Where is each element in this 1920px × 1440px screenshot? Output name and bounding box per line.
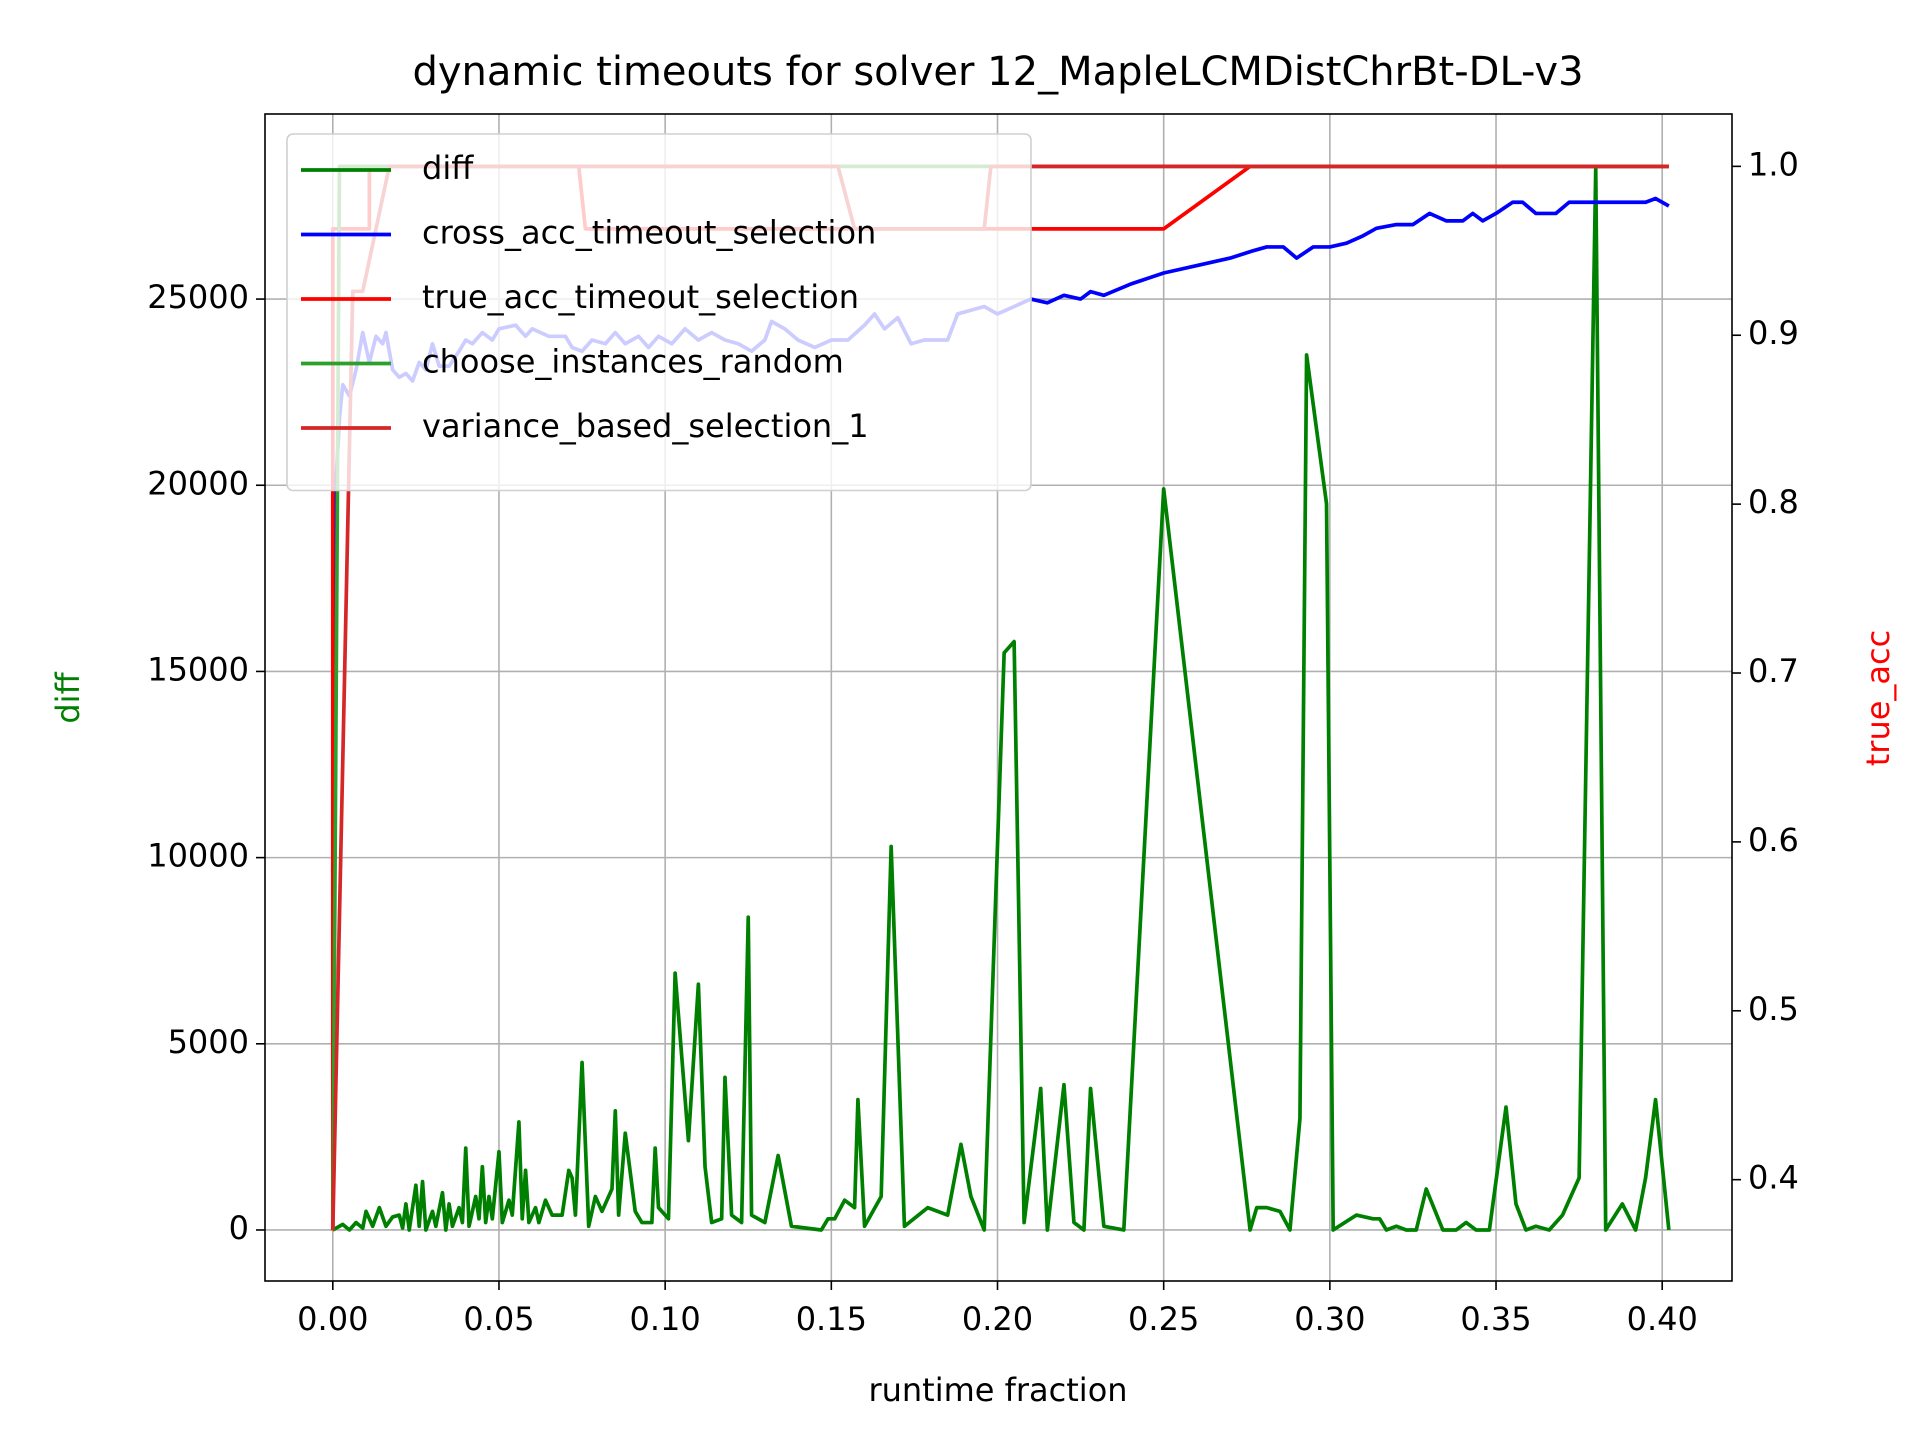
y2-tick-label: 0.5 (1748, 990, 1799, 1028)
legend-label: diff (422, 149, 474, 187)
y-tick-label: 25000 (147, 278, 249, 316)
y-tick-label: 0 (229, 1209, 249, 1247)
y-axis-label: diff (49, 671, 87, 723)
plot-frame (264, 113, 1733, 1282)
legend-label: variance_based_selection_1 (422, 407, 869, 445)
chart-title: dynamic timeouts for solver 12_MapleLCMD… (412, 49, 1583, 95)
x-tick-label: 0.10 (630, 1300, 701, 1338)
y-tick-label: 5000 (168, 1023, 249, 1061)
x-tick-label: 0.05 (463, 1300, 534, 1338)
x-tick-label: 0.20 (962, 1300, 1033, 1338)
legend-label: true_acc_timeout_selection (422, 278, 859, 316)
y-tick-label: 15000 (147, 650, 249, 688)
x-tick-label: 0.15 (796, 1300, 867, 1338)
y2-tick-label: 0.4 (1748, 1159, 1799, 1197)
y-tick-label: 20000 (147, 464, 249, 502)
x-tick-label: 0.25 (1128, 1300, 1199, 1338)
x-tick-label: 0.30 (1294, 1300, 1365, 1338)
x-axis-label: runtime fraction (868, 1371, 1127, 1409)
legend-box (286, 133, 1032, 492)
y-tick-label: 10000 (147, 837, 249, 875)
x-tick-label: 0.35 (1460, 1300, 1531, 1338)
y2-tick-label: 1.0 (1748, 145, 1799, 183)
y2-tick-label: 0.7 (1748, 652, 1799, 690)
y2-tick-label: 0.9 (1748, 314, 1799, 352)
legend-label: cross_acc_timeout_selection (422, 214, 876, 252)
y2-tick-label: 0.8 (1748, 483, 1799, 521)
x-tick-label: 0.00 (297, 1300, 368, 1338)
data-line (331, 166, 1671, 1232)
y2-axis-label: true_acc (1859, 630, 1897, 766)
legend-label: choose_instances_random (422, 343, 844, 381)
x-tick-label: 0.40 (1627, 1300, 1698, 1338)
y2-tick-label: 0.6 (1748, 821, 1799, 859)
